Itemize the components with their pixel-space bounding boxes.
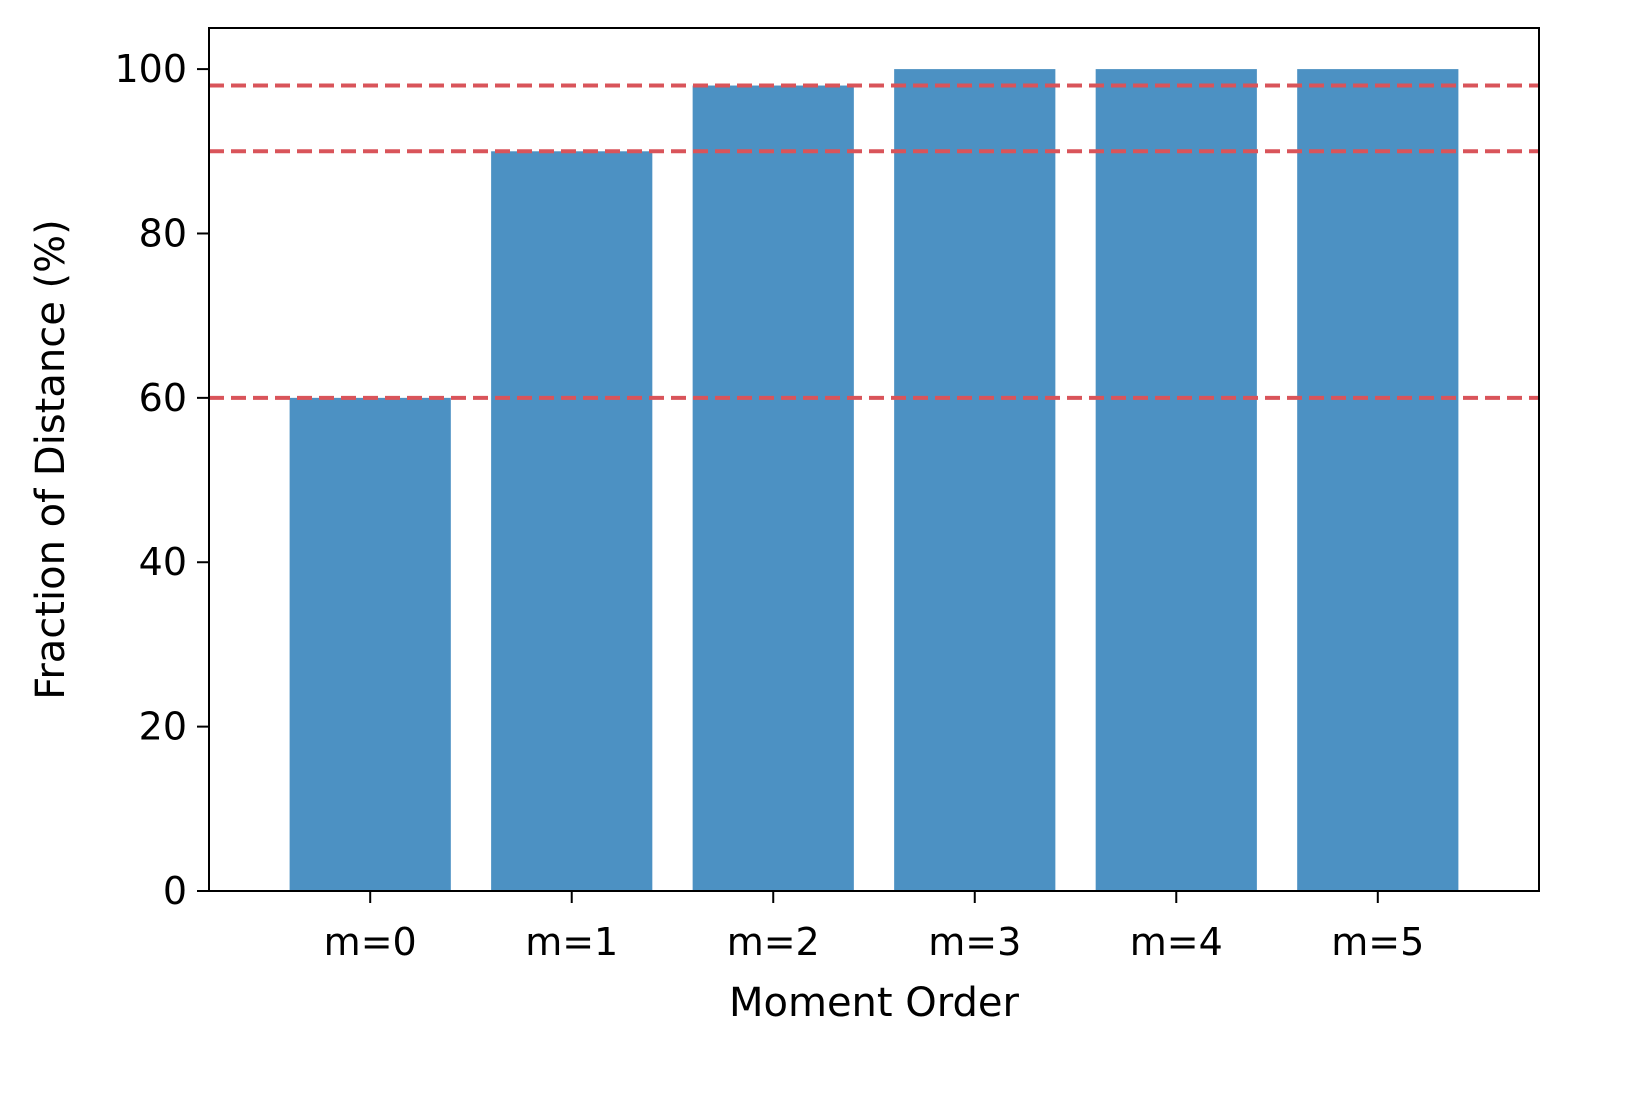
bar-m=5 xyxy=(1297,69,1459,892)
y-axis-ticks: 0 20 40 60 80 100 xyxy=(114,47,209,913)
x-tick-label: m=3 xyxy=(928,920,1021,964)
reference-lines-group xyxy=(209,83,1539,400)
bar-m=4 xyxy=(1095,69,1257,892)
plot-frame xyxy=(208,27,1540,892)
x-tick-label: m=2 xyxy=(727,920,820,964)
y-tick-label: 20 xyxy=(139,705,187,749)
y-tick-label: 80 xyxy=(139,211,187,255)
y-tick-label: 60 xyxy=(139,376,187,420)
x-tick-label: m=5 xyxy=(1331,920,1424,964)
bars-group xyxy=(289,69,1459,892)
y-axis-label: Fraction of Distance (%) xyxy=(28,219,74,700)
y-tick-label: 100 xyxy=(114,47,187,91)
bar-m=1 xyxy=(491,151,653,892)
bar-m=2 xyxy=(692,85,854,891)
y-tick-label: 40 xyxy=(139,540,187,584)
x-axis-ticks: m=0 m=1 m=2 m=3 m=4 m=5 xyxy=(324,891,1424,964)
bar-m=0 xyxy=(289,397,451,891)
y-tick-label: 0 xyxy=(163,869,187,913)
x-tick-label: m=1 xyxy=(525,920,618,964)
x-tick-label: m=4 xyxy=(1130,920,1223,964)
bar-m=3 xyxy=(894,69,1056,892)
x-tick-label: m=0 xyxy=(324,920,417,964)
x-axis-label: Moment Order xyxy=(729,980,1020,1026)
